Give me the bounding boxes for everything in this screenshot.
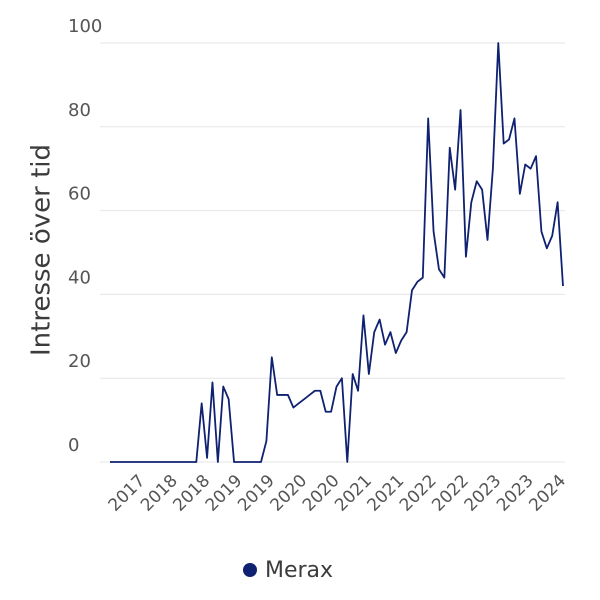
x-tick-label: 2024 xyxy=(525,471,570,516)
x-tick-label: 2019 xyxy=(234,471,279,516)
x-tick-label: 2018 xyxy=(137,471,182,516)
y-tick-label: 100 xyxy=(68,16,102,37)
x-tick-label: 2017 xyxy=(105,471,150,516)
y-tick-label: 60 xyxy=(68,184,91,205)
x-tick-label: 2020 xyxy=(266,471,311,516)
x-tick-label: 2020 xyxy=(299,471,344,516)
x-tick-label: 2023 xyxy=(461,471,506,516)
x-tick-label: 2022 xyxy=(396,471,441,516)
legend-label: Merax xyxy=(265,558,333,583)
x-tick-label: 2021 xyxy=(331,471,376,516)
legend-marker xyxy=(243,563,257,577)
x-tick-label: 2018 xyxy=(169,471,214,516)
y-tick-label: 40 xyxy=(68,267,91,288)
x-tick-label: 2023 xyxy=(493,471,538,516)
line xyxy=(110,42,564,463)
x-tick-label: 2019 xyxy=(202,471,247,516)
x-tick-label: 2022 xyxy=(428,471,473,516)
y-axis-title: Intresse över tid xyxy=(27,144,57,356)
y-tick-label: 80 xyxy=(68,100,91,121)
y-tick-label: 0 xyxy=(68,435,79,456)
x-tick-label: 2021 xyxy=(364,471,409,516)
y-tick-label: 20 xyxy=(68,351,91,372)
